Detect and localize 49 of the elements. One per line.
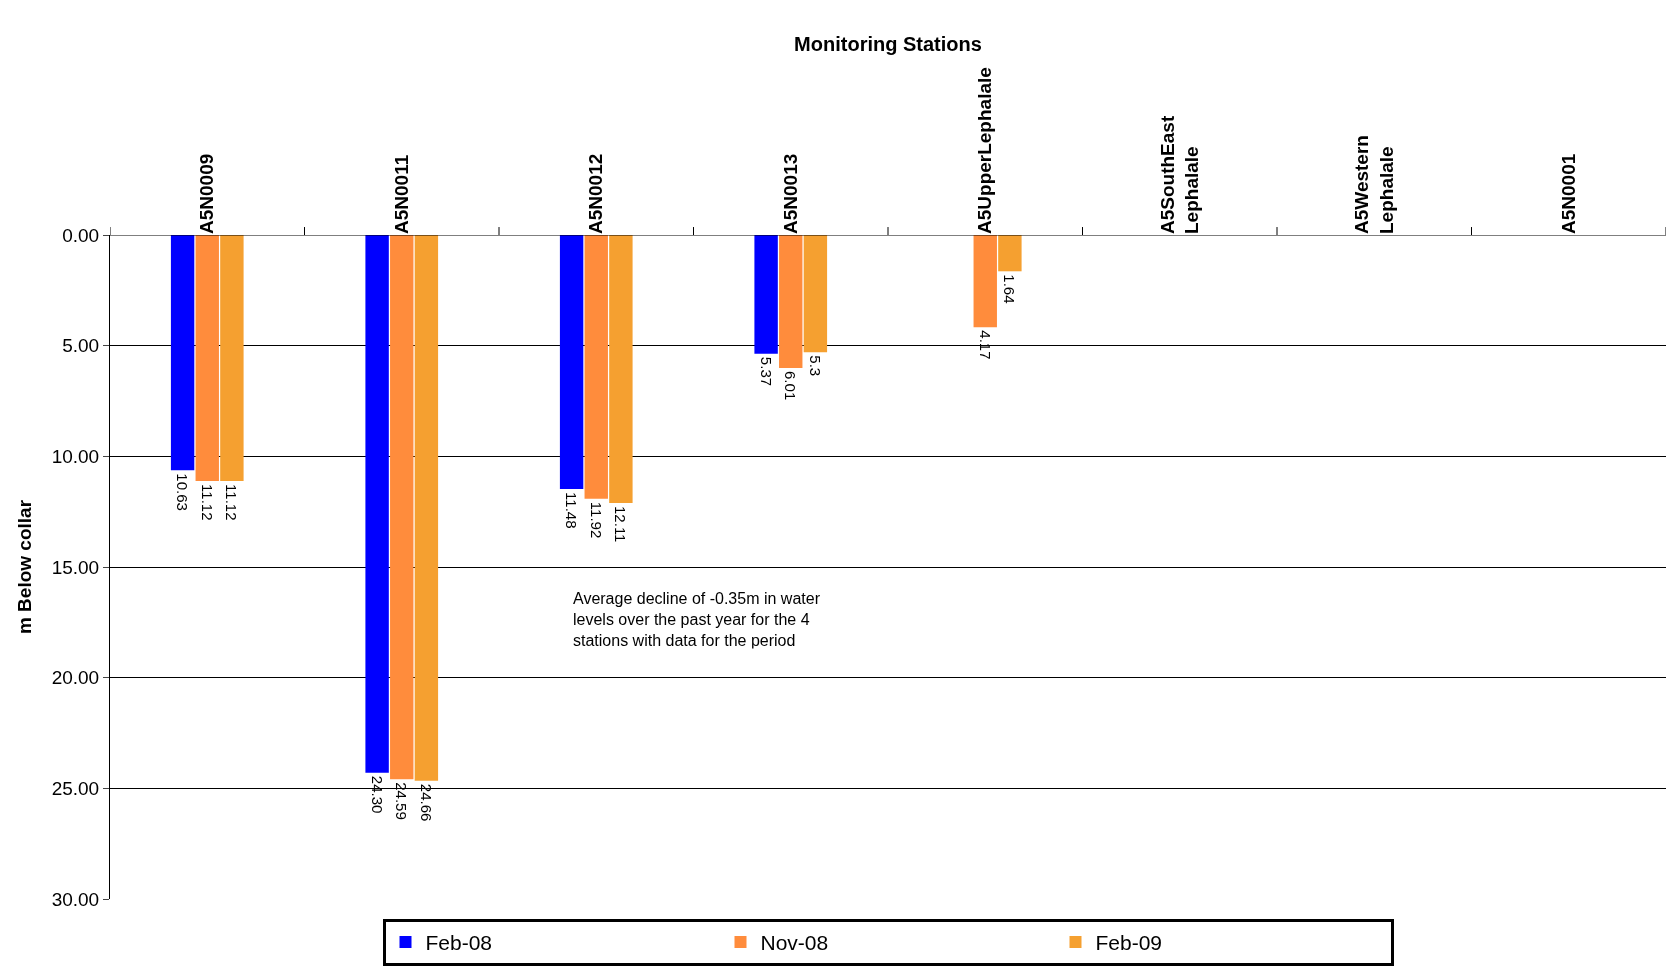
x-tick-label: A5N0012 [585, 153, 607, 234]
legend-label: Nov-08 [760, 931, 829, 955]
data-label: 11.48 [563, 492, 581, 529]
x-tick-label: A5SouthEast Lephalale [1156, 115, 1203, 234]
bar [803, 235, 828, 353]
y-tick-label: 30.00 [51, 888, 100, 910]
bar [973, 235, 997, 328]
data-label: 4.17 [976, 330, 994, 360]
data-label: 10.63 [174, 473, 192, 511]
y-tick-label: 10.00 [51, 445, 100, 467]
x-tick-label: A5UpperLephalale [974, 67, 996, 234]
bar [754, 235, 778, 354]
data-label: 12.11 [612, 506, 630, 543]
bar [390, 235, 414, 780]
bar [414, 235, 439, 781]
data-label: 5.3 [806, 355, 824, 377]
annotation: Average decline of -0.35m in water levels over the past year for the 4 stations with data for the period [573, 590, 821, 649]
x-tick-label: A5N0011 [390, 154, 412, 234]
y-axis-title: m Below collar [13, 499, 35, 635]
bar [609, 235, 633, 504]
data-label: 11.12 [198, 484, 216, 521]
bar [195, 235, 219, 482]
data-label: 24.66 [417, 783, 435, 822]
x-axis-title: Monitoring Stations [794, 32, 982, 55]
y-tick-label: 0.00 [62, 224, 100, 246]
data-label: 11.92 [587, 501, 605, 539]
y-tick-label: 20.00 [51, 667, 100, 689]
bar [779, 235, 803, 369]
data-label: 6.01 [782, 371, 800, 401]
data-label: 24.30 [368, 775, 386, 814]
x-tick-label: A5N0001 [1557, 153, 1579, 234]
legend-label: Feb-08 [425, 931, 493, 955]
data-label: 5.37 [757, 356, 775, 387]
y-tick-label: 5.00 [62, 335, 100, 357]
bar [998, 235, 1022, 272]
x-tick-label: A5N0013 [779, 153, 801, 234]
x-tick-label: A5Western Lephalale [1351, 135, 1397, 234]
bar [365, 235, 389, 773]
y-tick-label: 25.00 [51, 777, 100, 799]
y-tick-label: 15.00 [51, 556, 100, 578]
x-tick-label: A5N0009 [196, 153, 218, 234]
bar [559, 235, 584, 490]
data-label: 1.64 [1001, 274, 1019, 304]
legend-label: Feb-09 [1095, 931, 1163, 955]
bar [220, 235, 244, 482]
bar [170, 235, 195, 471]
data-label: 24.59 [393, 782, 411, 820]
bar [584, 235, 608, 499]
data-label: 11.12 [223, 484, 241, 521]
